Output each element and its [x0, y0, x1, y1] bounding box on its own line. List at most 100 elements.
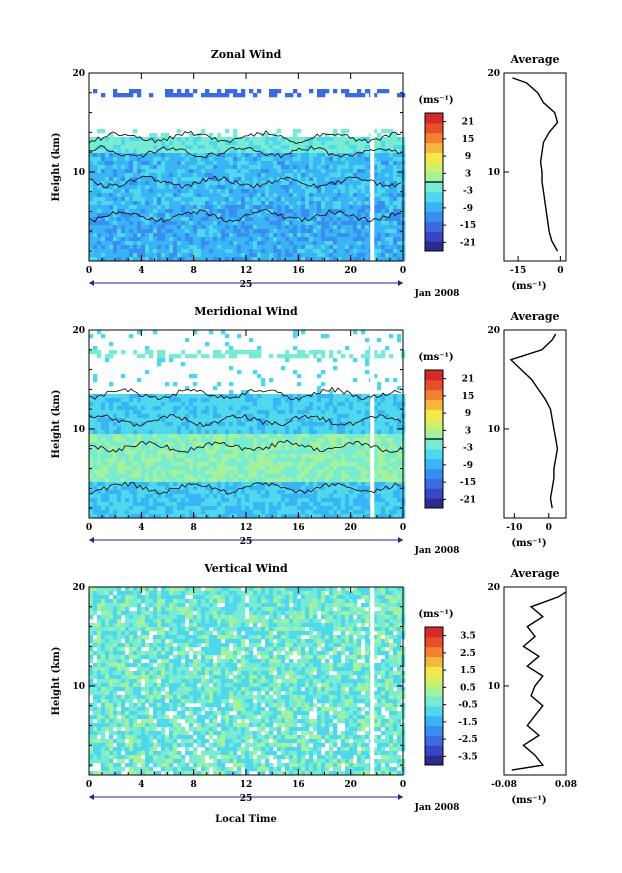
heatmap-cell: [181, 506, 186, 511]
heatmap-cell: [353, 161, 358, 166]
heatmap-cell: [389, 209, 394, 214]
heatmap-cell: [201, 193, 206, 198]
heatmap-cell: [269, 398, 274, 403]
heatmap-cell: [105, 502, 110, 507]
heatmap-cell: [109, 173, 114, 178]
heatmap-cell: [97, 137, 102, 142]
heatmap-cell: [133, 510, 138, 515]
profile-line: [512, 77, 559, 252]
heatmap-cell: [89, 221, 94, 226]
heatmap-cell: [121, 506, 126, 511]
heatmap-cell: [353, 430, 358, 435]
heatmap-cell: [277, 502, 282, 507]
heatmap-cell: [333, 502, 338, 507]
heatmap-cell: [101, 458, 106, 463]
heatmap-cell: [145, 506, 150, 511]
heatmap-cell: [289, 197, 294, 202]
heatmap-cell: [161, 161, 166, 166]
heatmap-cell: [225, 169, 230, 174]
heatmap-cell: [217, 510, 222, 515]
heatmap-cell: [133, 506, 138, 511]
heatmap-cell: [301, 241, 306, 246]
heatmap-cell: [253, 474, 258, 479]
heatmap-cell: [225, 201, 230, 206]
heatmap-cell: [153, 506, 158, 511]
heatmap-cell: [117, 245, 122, 250]
heatmap-cell: [177, 185, 182, 190]
heatmap-cell: [277, 426, 282, 431]
heatmap-cell: [185, 213, 190, 218]
heatmap-cell: [353, 454, 358, 459]
heatmap-cell: [153, 514, 158, 519]
heatmap-cell: [321, 161, 326, 166]
heatmap-cell: [241, 474, 246, 479]
heatmap-cell: [265, 454, 270, 459]
heatmap-cell: [241, 502, 246, 507]
heatmap-cell: [301, 466, 306, 471]
heatmap-cell: [293, 474, 298, 479]
heatmap-cell: [225, 474, 230, 479]
heatmap-cell: [157, 157, 162, 162]
heatmap-cell: [93, 201, 98, 206]
heatmap-cell: [333, 402, 338, 407]
heatmap-cell: [169, 197, 174, 202]
heatmap-cell: [353, 221, 358, 226]
heatmap-cell: [341, 141, 346, 146]
heatmap-cell: [181, 237, 186, 242]
heatmap-cell: [281, 145, 286, 150]
heatmap-cell: [113, 209, 118, 214]
heatmap-cell: [245, 506, 250, 511]
heatmap-cell: [337, 209, 342, 214]
heatmap-cell: [237, 406, 242, 411]
heatmap-cell: [281, 426, 286, 431]
heatmap-cell: [109, 418, 114, 423]
heatmap-cell: [381, 221, 386, 226]
heatmap-cell: [141, 221, 146, 226]
heatmap-cell: [161, 253, 166, 258]
heatmap-cell: [333, 221, 338, 226]
heatmap-cell: [237, 410, 242, 415]
heatmap-cell: [153, 486, 158, 491]
heatmap-cell: [309, 141, 314, 146]
heatmap-cell: [257, 470, 262, 475]
heatmap-cell: [193, 462, 198, 467]
heatmap-cell: [285, 418, 290, 423]
heatmap-cell: [185, 494, 190, 499]
heatmap-cell: [113, 474, 118, 479]
heatmap-cell: [217, 237, 222, 242]
heatmap-cell: [261, 237, 266, 242]
heatmap-cell: [141, 237, 146, 242]
heatmap-cell: [365, 257, 370, 262]
heatmap-cell: [393, 149, 398, 154]
heatmap-cell: [317, 193, 322, 198]
heatmap-cell: [337, 438, 342, 443]
heatmap-cell: [257, 181, 262, 186]
heatmap-cell: [349, 494, 354, 499]
heatmap-cell: [177, 201, 182, 206]
heatmap-cell: [357, 510, 362, 515]
heatmap-cell: [341, 470, 346, 475]
heatmap-cell: [297, 498, 302, 503]
profile-frame: [503, 72, 567, 262]
heatmap-cell: [225, 141, 230, 146]
heatmap-cell: [305, 458, 310, 463]
heatmap-cell: [333, 426, 338, 431]
heatmap-cell: [105, 418, 110, 423]
heatmap-cell: [97, 402, 102, 407]
heatmap-cell: [297, 454, 302, 459]
heatmap-cell: [121, 458, 126, 463]
heatmap-cell: [173, 153, 178, 158]
heatmap-cell: [229, 221, 234, 226]
heatmap-cell: [189, 514, 194, 519]
heatmap-cell: [173, 478, 178, 483]
heatmap-cell: [101, 185, 106, 190]
heatmap-cell: [333, 173, 338, 178]
heatmap-cell: [177, 458, 182, 463]
heatmap-cell: [345, 249, 350, 254]
heatmap-cell: [285, 470, 290, 475]
heatmap-cell: [289, 514, 294, 519]
heatmap-cell: [145, 370, 150, 375]
heatmap-cell: [281, 398, 286, 403]
heatmap-cell: [293, 422, 298, 427]
heatmap-cell: [97, 245, 102, 250]
